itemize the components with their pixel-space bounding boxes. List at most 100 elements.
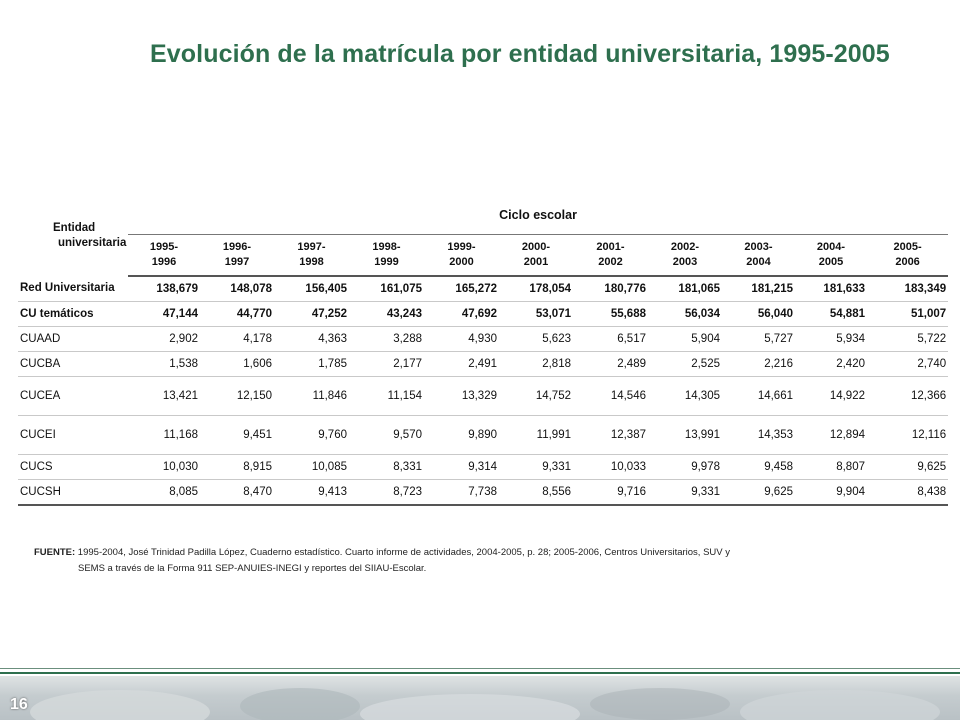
source-line2: SEMS a través de la Forma 911 SEP-ANUIES… <box>78 563 427 574</box>
table-cell: 47,144 <box>128 301 200 327</box>
table-cell: 5,904 <box>648 326 722 352</box>
table-cell: 12,894 <box>795 415 867 455</box>
table-cell: 14,305 <box>648 376 722 416</box>
year-header-part: 2001- <box>596 240 625 253</box>
table-cell: 12,150 <box>200 376 274 416</box>
table-cell: 181,065 <box>648 275 722 302</box>
table-cell: 9,570 <box>349 415 424 455</box>
year-header-part: 2003- <box>744 240 773 253</box>
table-row: CUCS 10,030 8,915 10,085 8,331 9,314 9,331 10,0… <box>18 454 949 480</box>
table-cell: 14,546 <box>573 376 648 416</box>
year-header-part: 1998- <box>372 240 401 253</box>
row-entity-name: CUCEI <box>18 415 128 455</box>
table-cell: 178,054 <box>499 275 573 302</box>
year-header-part: 1998 <box>299 255 324 268</box>
year-header-part: 1999 <box>374 255 399 268</box>
table-cell: 9,458 <box>722 454 795 480</box>
table-cell: 9,331 <box>648 479 722 506</box>
table-cell: 11,168 <box>128 415 200 455</box>
entity-header: Entidad universitaria <box>18 196 128 276</box>
table-cell: 8,331 <box>349 454 424 480</box>
year-header: 1998- 1999 <box>349 234 424 277</box>
year-header-part: 1999- <box>447 240 476 253</box>
table-cell: 4,930 <box>424 326 499 352</box>
enrollment-table: Entidad universitaria Ciclo escolar 1995… <box>18 196 949 506</box>
row-entity-name: CUCSH <box>18 479 128 506</box>
table-cell: 13,329 <box>424 376 499 416</box>
row-entity-name: CU temáticos <box>18 301 128 327</box>
table-row: CUAAD 2,902 4,178 4,363 3,288 4,930 5,623 6,517… <box>18 326 949 352</box>
table-cell: 7,738 <box>424 479 499 506</box>
table-cell: 51,007 <box>867 301 949 327</box>
table-row: CUCEA 13,421 12,150 11,846 11,154 13,329 14,75… <box>18 376 949 416</box>
slide-title: Evolución de la matrícula por entidad un… <box>150 40 890 68</box>
table-cell: 9,760 <box>274 415 349 455</box>
table-cell: 4,363 <box>274 326 349 352</box>
table-cell: 14,353 <box>722 415 795 455</box>
table-cell: 2,740 <box>867 351 949 377</box>
year-header-part: 2004- <box>816 240 846 253</box>
table-cell: 2,525 <box>648 351 722 377</box>
table-cell: 11,991 <box>499 415 573 455</box>
year-header: 2005- 2006 <box>867 234 949 277</box>
year-header: 1999- 2000 <box>424 234 499 277</box>
page-number: 16 <box>10 696 28 713</box>
year-header: 2002- 2003 <box>648 234 722 277</box>
ciclo-escolar-header: Ciclo escolar <box>128 196 949 235</box>
table-row: CUCEI 11,168 9,451 9,760 9,570 9,890 11,991 12,… <box>18 415 949 455</box>
table-cell: 2,216 <box>722 351 795 377</box>
table-cell: 14,752 <box>499 376 573 416</box>
table-cell: 9,451 <box>200 415 274 455</box>
table-cell: 2,902 <box>128 326 200 352</box>
table-row: CU temáticos 47,144 44,770 47,252 43,243 47,6… <box>18 301 949 327</box>
table-cell: 5,722 <box>867 326 949 352</box>
year-header: 2004- 2005 <box>795 234 867 277</box>
year-header-part: 2002- <box>670 240 700 253</box>
entity-header-line2: universitaria <box>58 236 127 249</box>
year-header: 2003- 2004 <box>722 234 795 277</box>
table-row: CUCBA 1,538 1,606 1,785 2,177 2,491 2,818 2,489… <box>18 351 949 377</box>
table-cell: 9,716 <box>573 479 648 506</box>
table-cell: 5,623 <box>499 326 573 352</box>
table-cell: 9,625 <box>867 454 949 480</box>
table-cell: 12,366 <box>867 376 949 416</box>
table-cell: 8,915 <box>200 454 274 480</box>
table-cell: 12,116 <box>867 415 949 455</box>
year-header: 1996- 1997 <box>200 234 274 277</box>
row-entity-name: CUCEA <box>18 376 128 416</box>
table-cell: 1,785 <box>274 351 349 377</box>
table-cell: 181,633 <box>795 275 867 302</box>
table-cell: 9,331 <box>499 454 573 480</box>
table-cell: 9,413 <box>274 479 349 506</box>
footer-divider-thin <box>0 668 960 669</box>
table-cell: 161,075 <box>349 275 424 302</box>
table-cell: 47,252 <box>274 301 349 327</box>
table-cell: 10,030 <box>128 454 200 480</box>
table-cell: 138,679 <box>128 275 200 302</box>
table-cell: 2,420 <box>795 351 867 377</box>
table-cell: 56,034 <box>648 301 722 327</box>
source-note: FUENTE: 1995-2004, José Trinidad Padilla… <box>34 545 814 577</box>
year-header-part: 2005- <box>893 240 922 253</box>
table-cell: 44,770 <box>200 301 274 327</box>
table-cell: 11,154 <box>349 376 424 416</box>
table-row: CUCSH 8,085 8,470 9,413 8,723 7,738 8,556 9,716… <box>18 479 949 506</box>
table-cell: 183,349 <box>867 275 949 302</box>
year-header-part: 1997- <box>297 240 326 253</box>
table-cell: 54,881 <box>795 301 867 327</box>
footer-divider <box>0 672 960 674</box>
table-cell: 47,692 <box>424 301 499 327</box>
table-cell: 5,934 <box>795 326 867 352</box>
table-cell: 180,776 <box>573 275 648 302</box>
year-header: 1995- 1996 <box>128 234 200 277</box>
table-cell: 11,846 <box>274 376 349 416</box>
table-cell: 181,215 <box>722 275 795 302</box>
table-cell: 8,085 <box>128 479 200 506</box>
table-cell: 4,178 <box>200 326 274 352</box>
table-cell: 9,625 <box>722 479 795 506</box>
table-cell: 156,405 <box>274 275 349 302</box>
table-cell: 5,727 <box>722 326 795 352</box>
table-cell: 14,661 <box>722 376 795 416</box>
footer-decoration <box>30 688 940 720</box>
table-cell: 3,288 <box>349 326 424 352</box>
